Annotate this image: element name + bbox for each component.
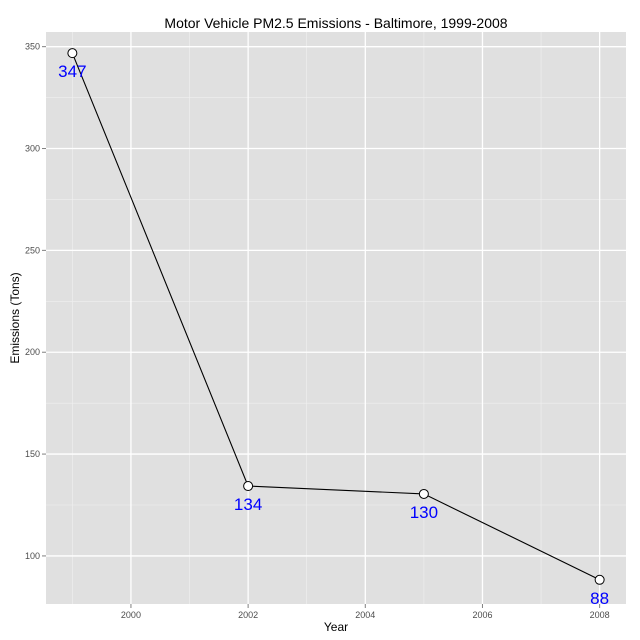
major-gridlines: [46, 32, 626, 604]
x-tick-label: 2000: [121, 610, 141, 620]
y-tick-label: 300: [25, 144, 40, 154]
x-axis-label: Year: [324, 620, 348, 634]
data-point: [418, 488, 429, 499]
x-tick-label: 2004: [355, 610, 375, 620]
series-layer: [67, 48, 605, 585]
x-tick-label: 2006: [472, 610, 492, 620]
minor-gridlines: [46, 32, 626, 604]
emissions-line: [71, 52, 600, 581]
data-label: 347: [58, 62, 86, 81]
y-tick-label: 150: [25, 449, 40, 459]
y-tick-label: 200: [25, 347, 40, 357]
data-label: 88: [590, 589, 609, 608]
data-label: 134: [234, 495, 262, 514]
plot-panel: [46, 32, 626, 604]
axis-ticks: 2000 2002 2004 2006 2008 100 150 200 250 300 350: [25, 42, 610, 620]
data-labels: 347 134 130 88: [58, 62, 609, 608]
y-tick-label: 250: [25, 245, 40, 255]
data-point: [594, 574, 605, 585]
y-tick-label: 100: [25, 551, 40, 561]
chart-title: Motor Vehicle PM2.5 Emissions - Baltimor…: [164, 15, 507, 31]
data-label: 130: [410, 503, 438, 522]
data-point: [243, 481, 254, 492]
x-tick-label: 2008: [590, 610, 610, 620]
data-point: [67, 48, 78, 59]
y-axis-label: Emissions (Tons): [8, 272, 22, 363]
y-tick-label: 350: [25, 42, 40, 52]
x-tick-label: 2002: [238, 610, 258, 620]
